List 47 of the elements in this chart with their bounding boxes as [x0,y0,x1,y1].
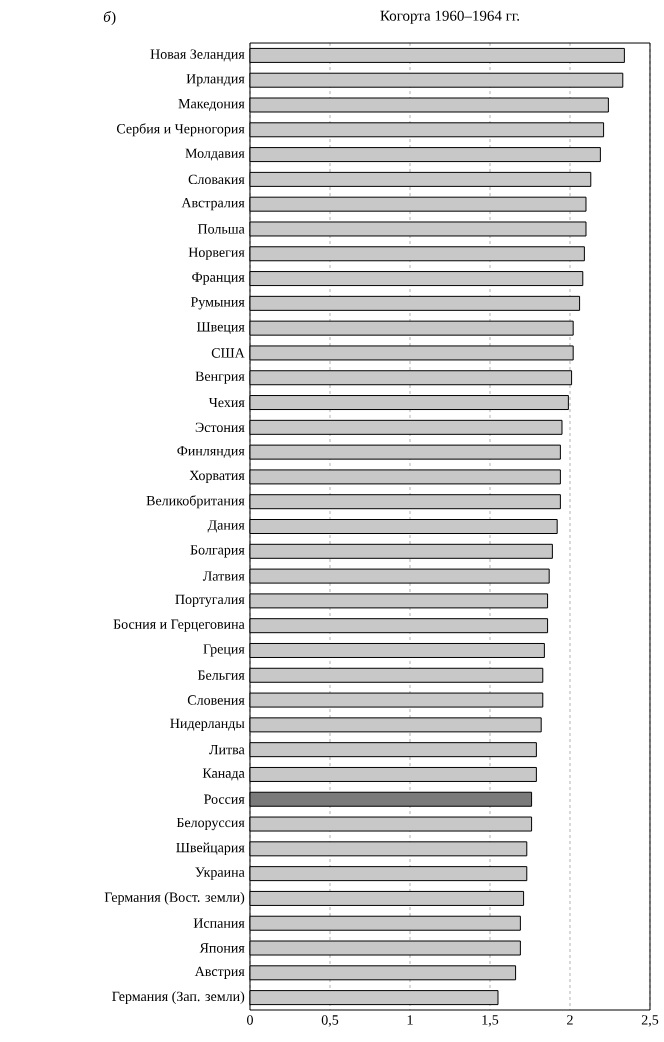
y-tick-label: Польша [197,224,245,234]
y-tick-label: Ирландия [186,74,245,87]
y-tick-label: Чехия [208,397,245,408]
y-tick-label: Словения [187,695,245,705]
y-tick-label: Португалия [175,594,245,607]
y-tick-label: Великобритания [146,495,245,509]
y-tick-label: Австралия [181,198,245,211]
y-tick-label: Украина [195,867,245,880]
y-tick-label: Молдавия [185,148,245,161]
y-tick-label: Швеция [196,322,245,335]
y-tick-label: Австрия [194,966,245,979]
y-tick-label: Франция [192,272,245,285]
x-tick-label: 1 [407,1015,413,1025]
y-tick-label: Германия (Зап. земли) [112,991,245,1004]
x-tick-label: 2 [567,1015,573,1025]
y-tick-label: Сербия и Черногория [116,123,245,137]
y-tick-label: Норвегия [188,247,245,260]
y-tick-label: Босния и Герцеговина [113,619,245,632]
y-tick-label: Болгария [190,545,245,558]
y-tick-label: Хорватия [189,470,245,483]
y-tick-label: Белоруссия [176,817,245,831]
x-tick-label: 0 [247,1015,253,1025]
y-tick-label: Латвия [202,571,245,581]
y-tick-label: США [211,348,245,358]
y-tick-label: Эстония [195,422,245,433]
y-tick-label: Румыния [190,297,245,310]
y-tick-label: Греция [203,644,245,657]
y-tick-label: Бельгия [197,670,245,680]
y-tick-label: Дания [207,520,245,533]
y-tick-label: Япония [199,943,245,953]
y-tick-label: Испания [193,918,245,928]
y-tick-label: Новая Зеландия [150,49,245,62]
y-tick-label: Нидерланды [170,718,245,731]
y-tick-label: Канада [202,768,245,781]
y-tick-label: Финляндия [177,446,245,459]
y-tick-label: Швейцария [176,842,245,856]
y-tick-label: Германия (Вост. земли) [104,892,245,905]
x-tick-label: 2,5 [641,1015,659,1027]
y-tick-label: Венгрия [195,371,245,384]
y-tick-label: Россия [204,794,245,804]
y-tick-label: Литва [209,745,245,755]
x-tick-label: 1,5 [482,1015,499,1027]
y-tick-label: Македония [178,99,245,111]
chart-title: Когорта 1960–1964 гг. [380,10,520,24]
y-tick-label: Словакия [188,174,245,185]
text: б) [103,11,116,25]
x-tick-label: 0,5 [321,1015,339,1027]
